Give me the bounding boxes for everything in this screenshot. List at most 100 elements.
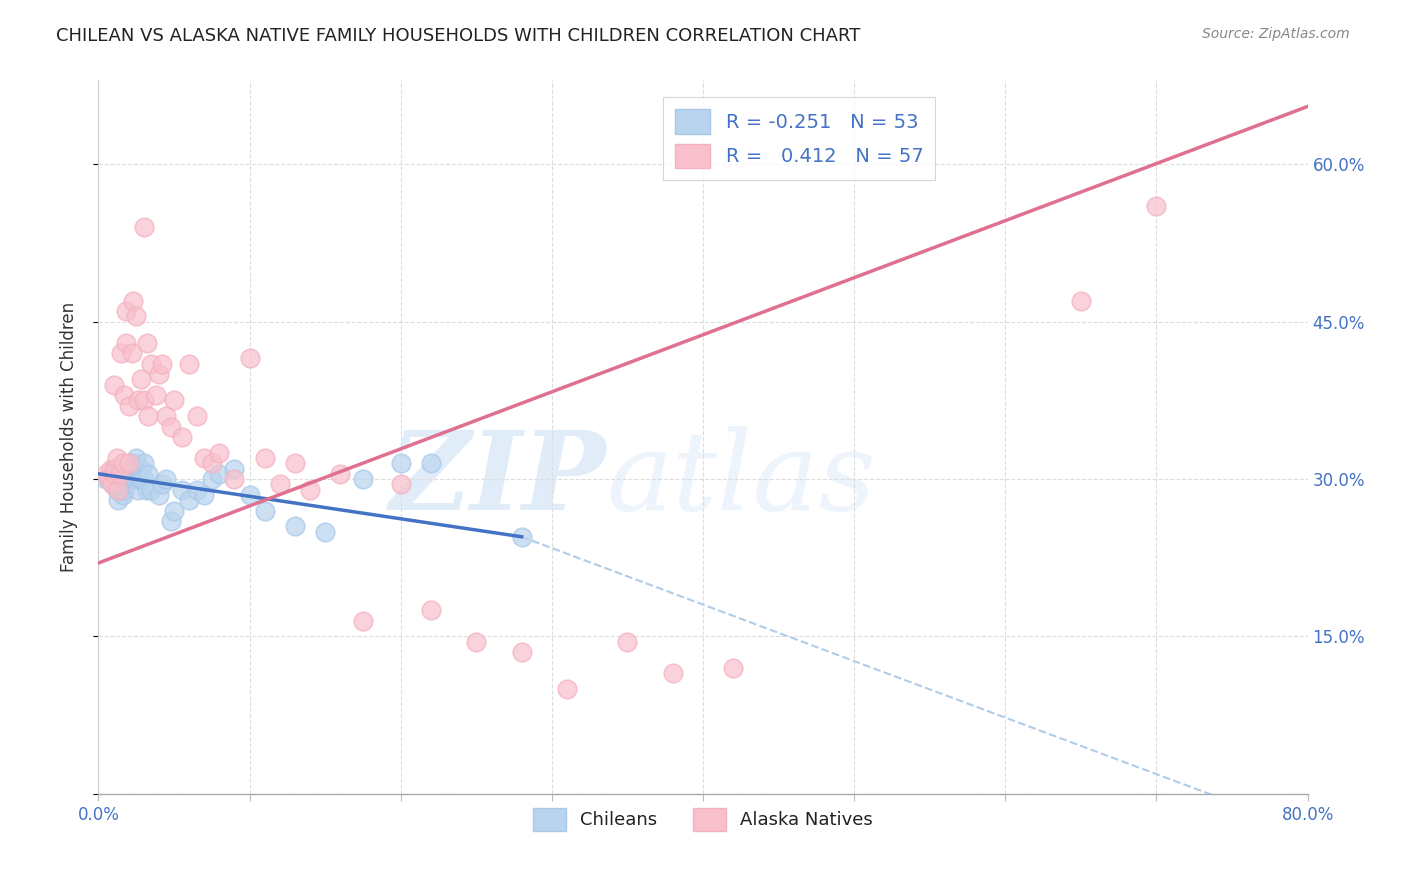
Point: [98, 472, 121, 486]
Point: [110, 346, 132, 360]
Point: [114, 477, 136, 491]
Point: [352, 472, 374, 486]
Point: [111, 456, 134, 470]
Point: [114, 335, 136, 350]
Point: [510, 645, 533, 659]
Point: [94, 472, 117, 486]
Point: [284, 456, 307, 470]
Point: [186, 483, 208, 497]
Point: [208, 467, 231, 481]
Point: [148, 488, 170, 502]
Point: [163, 503, 186, 517]
Point: [148, 367, 170, 381]
Point: [314, 524, 336, 539]
Point: [107, 493, 129, 508]
Point: [150, 357, 173, 371]
Point: [103, 477, 125, 491]
Point: [107, 483, 129, 497]
Point: [108, 472, 131, 486]
Point: [141, 357, 163, 371]
Point: [155, 472, 177, 486]
Point: [616, 634, 638, 648]
Point: [103, 377, 125, 392]
Point: [224, 461, 246, 475]
Point: [555, 681, 578, 696]
Point: [299, 483, 322, 497]
Point: [150, 477, 173, 491]
Point: [193, 451, 215, 466]
Point: [160, 514, 183, 528]
Point: [94, 467, 117, 481]
Point: [141, 483, 163, 497]
Point: [389, 477, 412, 491]
Point: [132, 456, 155, 470]
Point: [128, 472, 150, 486]
Point: [253, 451, 276, 466]
Point: [129, 461, 152, 475]
Point: [105, 451, 128, 466]
Text: CHILEAN VS ALASKA NATIVE FAMILY HOUSEHOLDS WITH CHILDREN CORRELATION CHART: CHILEAN VS ALASKA NATIVE FAMILY HOUSEHOL…: [56, 27, 860, 45]
Point: [284, 519, 307, 533]
Point: [510, 530, 533, 544]
Point: [121, 472, 143, 486]
Point: [122, 293, 145, 308]
Point: [118, 461, 141, 475]
Point: [253, 503, 276, 517]
Point: [121, 346, 143, 360]
Point: [132, 393, 155, 408]
Text: ZIP: ZIP: [389, 426, 606, 533]
Point: [132, 472, 155, 486]
Point: [132, 220, 155, 235]
Text: atlas: atlas: [606, 426, 876, 533]
Point: [112, 483, 135, 497]
Point: [118, 467, 141, 481]
Point: [465, 634, 488, 648]
Point: [104, 461, 127, 475]
Point: [121, 467, 143, 481]
Point: [1144, 199, 1167, 213]
Point: [135, 335, 157, 350]
Point: [179, 357, 201, 371]
Point: [329, 467, 352, 481]
Point: [160, 419, 183, 434]
Point: [208, 446, 231, 460]
Point: [103, 467, 125, 481]
Point: [352, 614, 374, 628]
Point: [125, 310, 148, 324]
Point: [105, 483, 128, 497]
Point: [125, 451, 148, 466]
Point: [163, 393, 186, 408]
Point: [103, 467, 125, 481]
Point: [723, 661, 745, 675]
Point: [127, 483, 149, 497]
Legend: Chileans, Alaska Natives: Chileans, Alaska Natives: [526, 801, 880, 838]
Point: [201, 456, 224, 470]
Point: [136, 409, 159, 423]
Point: [136, 467, 159, 481]
Point: [135, 483, 157, 497]
Point: [110, 483, 132, 497]
Point: [1070, 293, 1092, 308]
Point: [420, 456, 443, 470]
Point: [170, 483, 193, 497]
Point: [179, 493, 201, 508]
Point: [118, 399, 141, 413]
Point: [201, 472, 224, 486]
Point: [112, 388, 135, 402]
Point: [155, 409, 177, 423]
Point: [239, 488, 262, 502]
Point: [118, 456, 141, 470]
Point: [129, 472, 152, 486]
Point: [108, 467, 131, 481]
Point: [661, 666, 683, 681]
Point: [107, 472, 129, 486]
Point: [122, 456, 145, 470]
Point: [127, 393, 149, 408]
Point: [129, 372, 152, 386]
Point: [100, 461, 122, 475]
Point: [100, 472, 122, 486]
Point: [186, 409, 208, 423]
Point: [145, 388, 167, 402]
Point: [170, 430, 193, 444]
Point: [124, 472, 146, 486]
